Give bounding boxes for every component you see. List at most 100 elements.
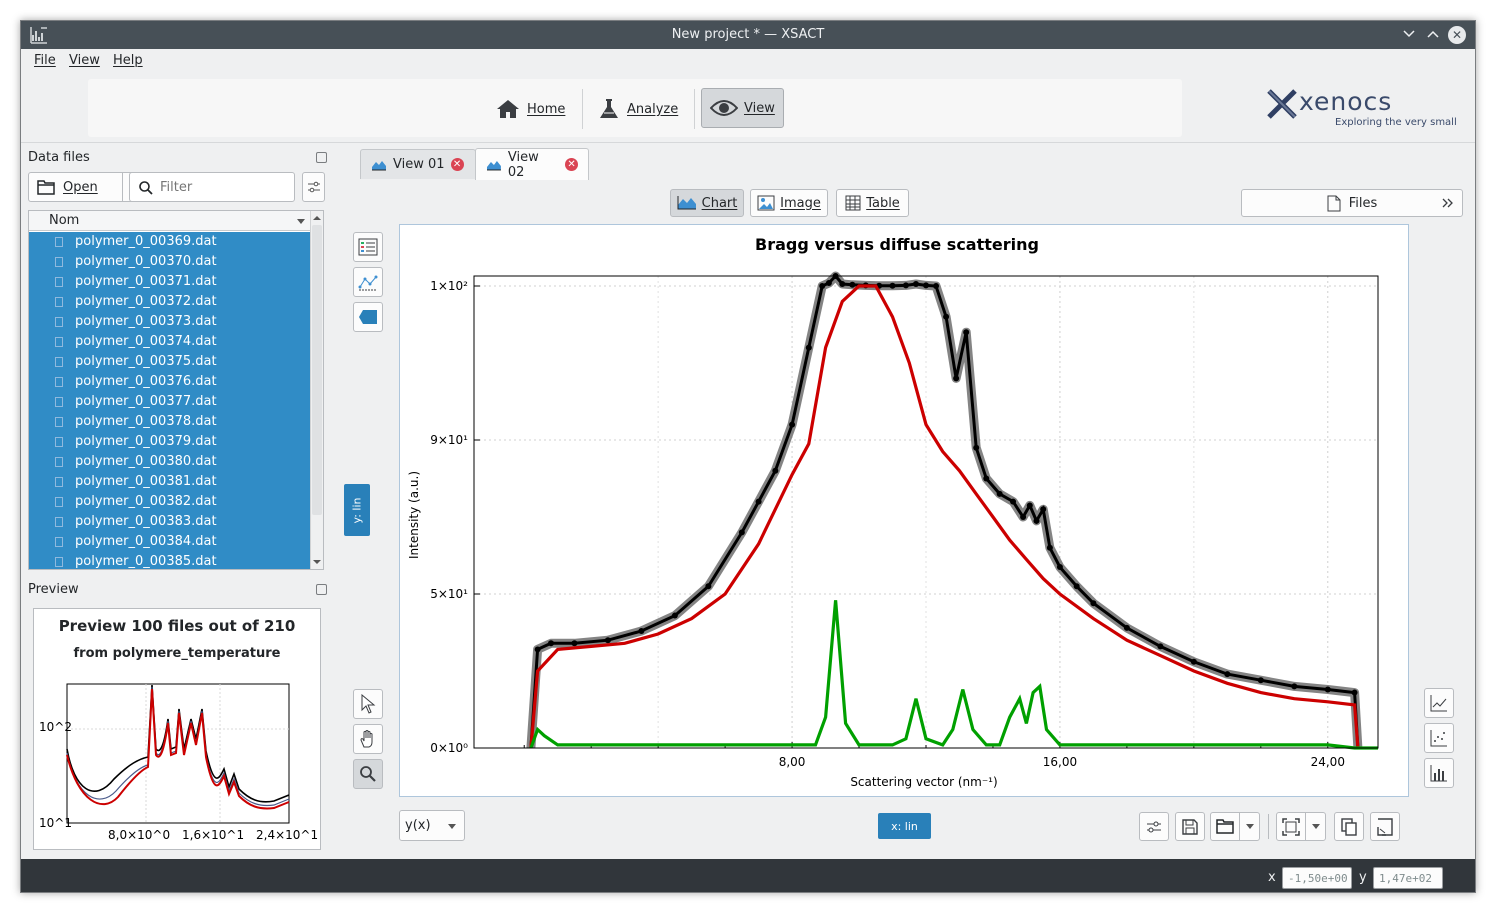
file-icon xyxy=(55,297,63,307)
measured-envelope xyxy=(526,271,1363,749)
chart-mode-button[interactable]: Chart xyxy=(670,189,744,217)
maximize-button[interactable] xyxy=(1423,25,1443,45)
y-scale-toggle[interactable]: y: lin xyxy=(344,484,370,536)
list-item[interactable]: polymer_0_00378.dat xyxy=(29,412,311,432)
image-mode-button[interactable]: Image xyxy=(750,189,828,217)
tab-view02[interactable]: View 02 ✕ xyxy=(475,148,589,180)
file-icon xyxy=(55,517,63,527)
close-tab-icon[interactable]: ✕ xyxy=(565,158,578,171)
pan-tool-button[interactable] xyxy=(353,724,383,754)
close-window-button[interactable]: ✕ xyxy=(1448,26,1466,44)
plot-settings-button[interactable] xyxy=(1139,812,1169,841)
data-points-button[interactable] xyxy=(353,267,383,297)
label-button[interactable] xyxy=(353,302,383,332)
fit-view-dropdown-button[interactable] xyxy=(1305,812,1326,841)
filter-input[interactable] xyxy=(160,178,290,196)
measured-data-point xyxy=(933,283,940,289)
home-button[interactable]: Home xyxy=(487,89,573,129)
file-icon xyxy=(55,477,63,487)
export-button[interactable] xyxy=(1370,812,1400,841)
fit-view-button[interactable] xyxy=(1276,812,1306,841)
copy-button[interactable] xyxy=(1334,812,1364,841)
file-list-scrollbar[interactable] xyxy=(310,211,323,569)
table-mode-button[interactable]: Table xyxy=(836,189,909,217)
list-item[interactable]: polymer_0_00377.dat xyxy=(29,392,311,412)
minimize-button[interactable] xyxy=(1399,25,1419,45)
list-item[interactable]: polymer_0_00371.dat xyxy=(29,272,311,292)
tab-view01[interactable]: View 01 ✕ xyxy=(360,149,476,179)
table-mode-label: Table xyxy=(866,195,900,211)
file-rows: polymer_0_00369.dat polymer_0_00370.dat … xyxy=(29,232,311,569)
measured-data-point xyxy=(983,475,990,482)
measured-data-point xyxy=(953,375,960,382)
preview-x-tick: 1,6×10^1 xyxy=(182,828,244,842)
list-item[interactable]: polymer_0_00370.dat xyxy=(29,252,311,272)
measured-data-point xyxy=(604,637,611,644)
app-window: New project * — XSACT ✕ File View Help H… xyxy=(20,20,1476,893)
column-header-nom[interactable]: Nom xyxy=(49,213,80,228)
list-item[interactable]: polymer_0_00373.dat xyxy=(29,312,311,332)
list-item[interactable]: polymer_0_00374.dat xyxy=(29,332,311,352)
list-item[interactable]: polymer_0_00384.dat xyxy=(29,532,311,552)
scrollbar-thumb[interactable] xyxy=(312,225,322,515)
list-item[interactable]: polymer_0_00379.dat xyxy=(29,432,311,452)
open-button[interactable]: Open xyxy=(28,172,123,202)
list-item[interactable]: polymer_0_00375.dat xyxy=(29,352,311,372)
measured-data-point xyxy=(755,498,762,505)
x-tick-label: 8,00 xyxy=(779,755,806,769)
analyze-button[interactable]: Analyze xyxy=(589,89,686,129)
folder-dropdown-button[interactable] xyxy=(1239,812,1260,841)
save-button[interactable] xyxy=(1175,812,1205,841)
zoom-tool-button[interactable] xyxy=(353,759,383,789)
measured-data-point xyxy=(912,281,919,287)
folder-icon xyxy=(1216,819,1234,834)
plot-type-select[interactable]: y(x) xyxy=(399,810,465,841)
files-panel-label: Files xyxy=(1348,195,1378,211)
bar-plot-button[interactable] xyxy=(1424,758,1454,788)
list-item[interactable]: polymer_0_00372.dat xyxy=(29,292,311,312)
select-tool-button[interactable] xyxy=(353,689,383,719)
float-preview-icon[interactable] xyxy=(316,584,327,595)
measured-data-point xyxy=(1257,677,1264,684)
preview-y-tick: 10^1 xyxy=(39,816,72,830)
title-bar: New project * — XSACT ✕ xyxy=(21,21,1475,49)
magnifier-icon xyxy=(360,766,376,782)
line-plot-button[interactable] xyxy=(1424,688,1454,718)
line-chart-icon xyxy=(1430,695,1447,712)
list-item[interactable]: polymer_0_00381.dat xyxy=(29,472,311,492)
list-item[interactable]: polymer_0_00382.dat xyxy=(29,492,311,512)
legend-button[interactable] xyxy=(353,232,383,262)
measured-data-point xyxy=(996,490,1003,497)
list-item[interactable]: polymer_0_00385.dat xyxy=(29,552,311,569)
scatter-plot-button[interactable] xyxy=(1424,723,1454,753)
list-item[interactable]: polymer_0_00380.dat xyxy=(29,452,311,472)
float-panel-icon[interactable] xyxy=(316,152,327,163)
toolbar-separator xyxy=(582,89,583,129)
chart-area[interactable]: Bragg versus diffuse scattering Intensit… xyxy=(399,224,1409,797)
list-item[interactable]: polymer_0_00369.dat xyxy=(29,232,311,252)
scroll-down-icon xyxy=(313,560,321,564)
list-header[interactable]: Nom xyxy=(29,211,311,231)
file-name: polymer_0_00374.dat xyxy=(75,334,217,349)
filter-settings-button[interactable] xyxy=(302,172,325,202)
tab-view02-label: View 02 xyxy=(507,149,539,180)
file-name: polymer_0_00371.dat xyxy=(75,274,217,289)
list-item[interactable]: polymer_0_00376.dat xyxy=(29,372,311,392)
menu-help[interactable]: Help xyxy=(113,53,143,68)
measured-data-point xyxy=(825,280,832,286)
list-item[interactable]: polymer_0_00383.dat xyxy=(29,512,311,532)
main-chart[interactable]: Bragg versus diffuse scattering Intensit… xyxy=(400,225,1408,796)
open-folder-button[interactable] xyxy=(1210,812,1240,841)
image-icon xyxy=(757,195,775,211)
menu-view[interactable]: View xyxy=(69,53,100,68)
preview-subheading: from polymere_temperature xyxy=(73,646,281,661)
chevron-down-icon xyxy=(1311,824,1320,829)
x-scale-toggle[interactable]: x: lin xyxy=(878,813,931,839)
close-tab-icon[interactable]: ✕ xyxy=(450,158,464,171)
files-panel-button[interactable]: Files xyxy=(1241,189,1463,217)
menu-file[interactable]: File xyxy=(34,53,56,68)
filter-field[interactable] xyxy=(129,172,295,202)
area-chart-icon xyxy=(372,160,386,170)
file-list[interactable]: Nom polymer_0_00369.dat polymer_0_00370.… xyxy=(28,210,324,570)
view-button[interactable]: View xyxy=(701,88,784,128)
